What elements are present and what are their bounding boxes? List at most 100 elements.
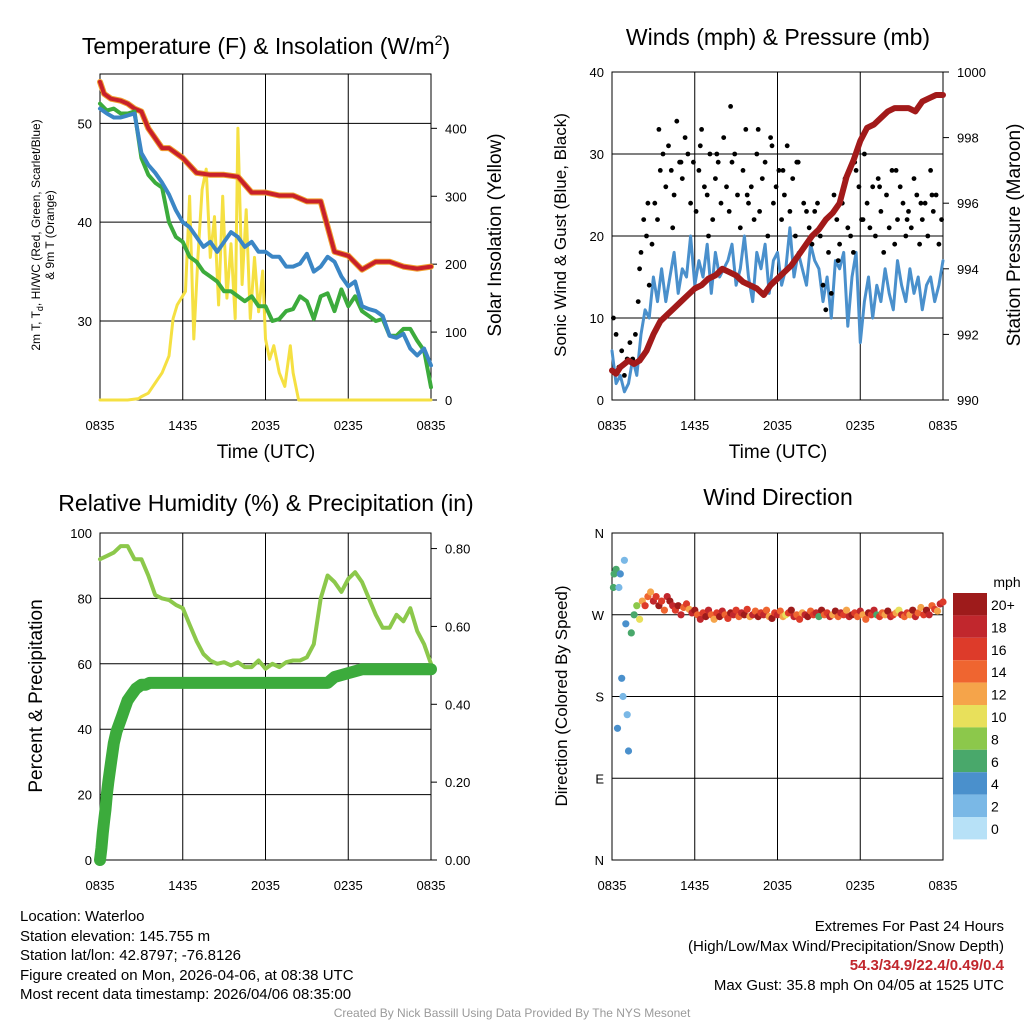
temp-xtick-label: 0835 <box>417 418 446 433</box>
direction-point <box>682 600 691 608</box>
temp-xtick-label: 0235 <box>334 418 363 433</box>
wind-gust-point <box>809 241 815 247</box>
wind-gust-point <box>633 332 638 337</box>
wind-gust-point <box>875 176 881 182</box>
wind-gust-point <box>826 250 831 255</box>
wind-gust-point <box>906 209 911 214</box>
wind-gust-point <box>707 151 713 157</box>
wind-gust-point <box>769 143 775 149</box>
direction-point <box>674 602 682 610</box>
colorbar-title: mph <box>993 574 1020 590</box>
direction-point <box>743 605 751 613</box>
wind-gust-point <box>801 200 807 206</box>
wind-gust-point <box>884 192 889 198</box>
wind-series-sonic-wind <box>610 226 945 394</box>
temperature-ylabel: 2m T, Td, HI/WC (Red, Green, Scarlet/Blu… <box>29 119 45 350</box>
direction-panel: Wind Direction Direction (Colored By Spe… <box>552 484 1021 893</box>
colorbar-label: 14 <box>991 664 1007 680</box>
colorbar-label: 0 <box>991 821 999 837</box>
direction-point <box>762 606 771 614</box>
colorbar-swatch <box>953 817 987 840</box>
wind-gust-point <box>919 217 925 223</box>
wind-gust-point <box>856 184 862 190</box>
wind-gust-point <box>655 217 660 223</box>
temperature-title: Temperature (F) & Insolation (W/m2) <box>82 32 450 59</box>
wind-gust-point <box>706 233 711 239</box>
wind-gust-point <box>682 135 688 141</box>
wind-gust-point <box>936 241 942 247</box>
wind-gust-point <box>622 373 627 378</box>
wind-gust-point <box>613 332 619 337</box>
wind-gust-point <box>815 200 820 206</box>
direction-point <box>716 613 724 621</box>
direction-point <box>623 711 631 719</box>
credit-line: Created By Nick Bassill Using Data Provi… <box>333 1006 691 1020</box>
wind-gust-point <box>893 168 899 173</box>
direction-point <box>804 613 812 621</box>
wind-gust-point <box>834 217 840 223</box>
wind-gust-point <box>740 168 746 173</box>
wind-y2tick-label: 992 <box>957 327 979 342</box>
wind-gust-point <box>928 168 933 173</box>
wind-ytick-label: 0 <box>597 393 604 408</box>
wind-gust-point <box>743 126 749 132</box>
colorbar-swatch <box>953 772 987 795</box>
winds-ylabel: Sonic Wind & Gust (Blue, Black) <box>551 113 570 357</box>
wind-gust-point <box>645 200 651 206</box>
max-gust: Max Gust: 35.8 mph On 04/05 at 1525 UTC <box>713 976 1004 994</box>
wind-gust-point <box>746 200 751 206</box>
wind-gust-point <box>939 217 944 223</box>
wind-gust-point <box>862 151 867 157</box>
wind-gust-point <box>793 233 798 239</box>
wind-gust-point <box>773 184 779 190</box>
wind-gust-point <box>757 209 762 214</box>
rh-y2tick-label: 0.80 <box>445 542 470 557</box>
direction-point <box>914 609 922 617</box>
direction-point <box>633 602 641 610</box>
wind-gust-point <box>726 209 732 214</box>
temp-frame <box>99 73 432 401</box>
colorbar-swatch <box>953 593 987 616</box>
direction-point <box>618 674 626 682</box>
wind-gust-point <box>917 241 922 247</box>
wind-gust-point <box>762 159 768 165</box>
wind-gust-point <box>688 200 693 206</box>
wind-gust-point <box>649 241 655 247</box>
wind-gust-point <box>845 225 851 231</box>
wind-gust-point <box>782 192 787 198</box>
wind-gust-point <box>835 258 841 263</box>
direction-point <box>622 620 630 628</box>
recent-timestamp: Most recent data timestamp: 2026/04/06 0… <box>20 986 352 1004</box>
direction-point <box>696 615 704 623</box>
temp-ytick-label: 30 <box>78 314 92 329</box>
direction-point <box>732 606 740 614</box>
wind-gust-point <box>735 192 740 198</box>
direction-point <box>939 598 947 606</box>
wind-gust-point <box>870 184 876 190</box>
wind-gust-point <box>691 159 696 165</box>
temp-y2tick-label: 0 <box>445 393 452 408</box>
rh-xtick-label: 2035 <box>251 878 280 893</box>
temp-xtick-label: 0835 <box>86 418 115 433</box>
wind-gust-point <box>759 176 765 182</box>
colorbar-label: 8 <box>991 731 999 747</box>
wind-gust-point <box>837 241 842 247</box>
wind-gust-point <box>804 209 809 214</box>
wind-gust-point <box>780 168 786 173</box>
wind-gust-point <box>878 209 884 214</box>
wind-gust-point <box>679 176 685 182</box>
dir-xtick-label: 0235 <box>846 878 875 893</box>
wind-gust-point <box>674 118 680 124</box>
wind-gust-point <box>914 192 920 198</box>
wind-gust-point <box>696 168 702 173</box>
wind-gust-point <box>744 192 750 198</box>
colorbar-label: 6 <box>991 754 999 770</box>
colorbar-swatch <box>953 727 987 750</box>
wind-gust-point <box>864 200 870 206</box>
colorbar-label: 10 <box>991 709 1007 725</box>
direction-point <box>647 588 655 596</box>
wind-ytick-label: 40 <box>590 65 604 80</box>
temp-series-td <box>98 101 433 390</box>
wind-xtick-label: 2035 <box>763 418 792 433</box>
wind-gust-point <box>873 233 878 239</box>
